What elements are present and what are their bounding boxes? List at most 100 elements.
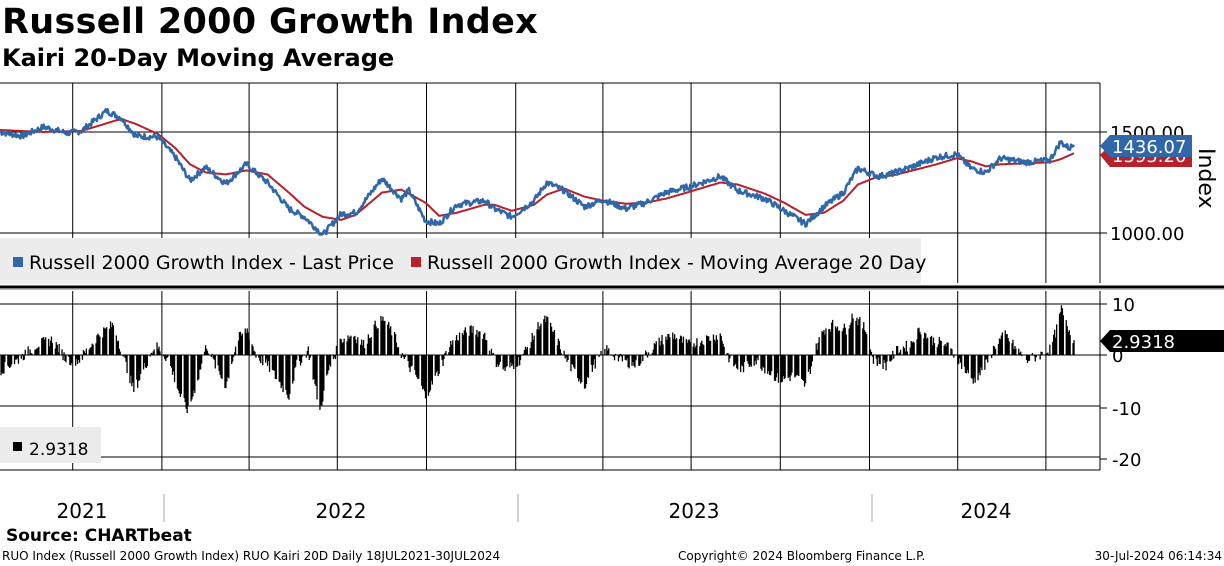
- kairi-bar: [305, 355, 307, 358]
- kairi-bar: [1026, 355, 1029, 363]
- kairi-bar: [640, 355, 642, 364]
- kairi-bar: [275, 355, 277, 380]
- kairi-bar: [167, 355, 169, 358]
- kairi-bar: [88, 349, 90, 355]
- kairi-bar: [579, 355, 581, 380]
- kairi-bar: [445, 351, 447, 355]
- kairi-bar: [329, 355, 331, 365]
- kairi-bar: [131, 355, 133, 387]
- kairi-bar: [863, 322, 865, 355]
- kairi-bar: [376, 328, 378, 355]
- kairi-bar: [740, 355, 743, 366]
- kairi-bar: [776, 355, 779, 373]
- kairi-bar: [85, 348, 87, 355]
- kairi-bar: [804, 355, 807, 384]
- kairi-bar: [22, 355, 24, 361]
- kairi-bar: [625, 355, 627, 361]
- kairi-bar: [1055, 337, 1057, 355]
- kairi-bar: [587, 355, 590, 378]
- kairi-bar: [525, 348, 527, 355]
- kairi-bar: [149, 355, 151, 357]
- kairi-bar: [1072, 343, 1074, 355]
- kairi-bar: [700, 342, 702, 355]
- kairi-bar: [963, 355, 966, 367]
- kairi-bar: [343, 338, 345, 355]
- kairi-bar: [746, 355, 748, 362]
- kairi-bar: [187, 355, 189, 406]
- kairi-bar: [288, 355, 290, 400]
- kairi-bar: [219, 355, 221, 375]
- kairi-bar: [796, 355, 798, 375]
- kairi-bar: [633, 355, 635, 366]
- kairi-bar: [13, 355, 16, 365]
- kairi-bar: [530, 341, 532, 355]
- kairi-bar: [821, 331, 823, 355]
- kairi-bar: [841, 331, 843, 355]
- kairi-bar: [1059, 312, 1062, 355]
- kairi-bar: [743, 355, 746, 362]
- kairi-bar: [279, 355, 281, 383]
- kairi-bar: [653, 343, 655, 355]
- kairi-bar: [658, 337, 660, 355]
- kairi-bar: [434, 355, 436, 376]
- kairi-bar: [36, 348, 38, 355]
- kairi-bar: [927, 337, 929, 355]
- kairi-bar: [248, 339, 250, 355]
- kairi-bar: [463, 330, 465, 355]
- kairi-bar: [777, 355, 780, 383]
- kairi-bar: [41, 338, 43, 355]
- kairi-bar: [234, 352, 236, 355]
- kairi-bar: [797, 355, 799, 376]
- x-axis: 2021 2022 2023 2024: [57, 494, 1012, 523]
- kairi-bar: [438, 355, 440, 374]
- kairi-bar: [613, 355, 615, 357]
- kairi-bar: [65, 355, 67, 363]
- kairi-bar: [363, 348, 366, 355]
- kairi-bar: [923, 338, 925, 355]
- kairi-value-tag-label: 2.9318: [1112, 332, 1175, 353]
- kairi-bar: [540, 323, 542, 355]
- kairi-bar: [457, 340, 460, 355]
- kairi-bar: [199, 355, 201, 370]
- kairi-bar: [909, 347, 911, 355]
- kairi-bar: [254, 351, 256, 355]
- kairi-bar: [326, 355, 328, 376]
- kairi-bar: [354, 335, 356, 355]
- kairi-bar: [673, 338, 675, 355]
- kairi-bar: [266, 355, 269, 366]
- price-value-tag-label: 1436.07: [1112, 137, 1186, 158]
- kairi-bar: [408, 355, 410, 368]
- kairi-bar: [159, 351, 161, 355]
- kairi-bar: [689, 341, 691, 355]
- kairi-bar: [614, 353, 617, 355]
- kairi-bar: [42, 337, 44, 355]
- kairi-bar: [924, 332, 926, 355]
- kairi-bar: [790, 355, 792, 376]
- kairi-bar: [170, 355, 172, 366]
- kairi-bar: [298, 355, 301, 361]
- kairi-bar: [84, 353, 86, 355]
- kairi-bar: [396, 347, 399, 355]
- kairi-bar: [810, 355, 812, 367]
- kairi-bar: [360, 344, 362, 355]
- kairi-bar: [452, 340, 454, 355]
- kairi-bar: [715, 335, 717, 355]
- kairi-bar: [185, 355, 187, 409]
- kairi-bar: [713, 339, 716, 355]
- kairi-bar: [280, 355, 282, 389]
- kairi-bar: [397, 347, 400, 355]
- kairi-bar: [701, 340, 703, 355]
- kairi-bar: [245, 332, 247, 355]
- kairi-bar: [961, 355, 963, 369]
- kairi-bar: [394, 334, 397, 355]
- kairi-bar: [864, 330, 866, 355]
- kairi-bar: [761, 355, 763, 371]
- kairi-bar: [423, 355, 425, 389]
- kairi-bar: [784, 355, 786, 378]
- kairi-bar: [150, 352, 152, 355]
- kairi-bar: [795, 355, 797, 377]
- x-axis-label-2024: 2024: [961, 499, 1012, 523]
- kairi-bar: [782, 355, 784, 376]
- kairi-bar: [1006, 334, 1008, 355]
- kairi-bar: [912, 341, 914, 355]
